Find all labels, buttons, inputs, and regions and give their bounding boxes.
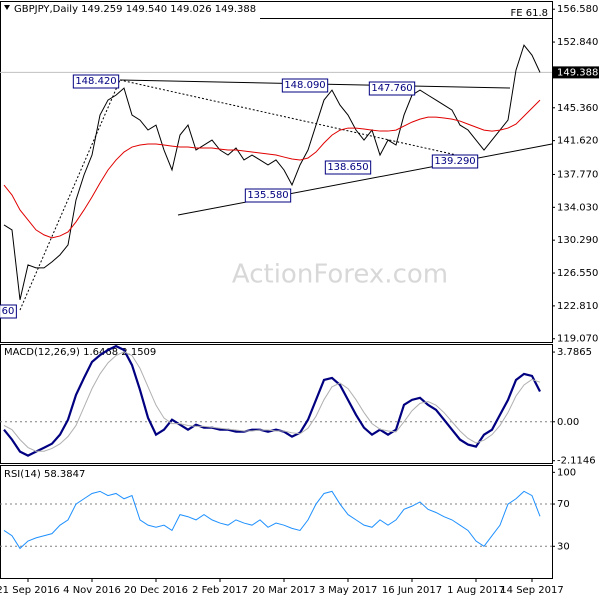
y-tick-label: 137.770 bbox=[557, 169, 598, 180]
trendline bbox=[177, 143, 553, 216]
y-tick-label: 134.030 bbox=[557, 202, 598, 213]
macd-panel bbox=[0, 344, 553, 464]
annotation: 138.650 bbox=[327, 162, 368, 173]
y-tick-label: 152.840 bbox=[557, 37, 598, 48]
macd-title: MACD(12,26,9) 1.6468 2.1509 bbox=[4, 347, 156, 358]
annotation-box bbox=[324, 160, 372, 175]
y-tick-label: 3.7865 bbox=[557, 347, 592, 358]
fib-label: FE 61.8 bbox=[510, 8, 548, 19]
y-tick-label: 145.360 bbox=[557, 103, 598, 114]
last-price-label: 149.388 bbox=[557, 67, 598, 78]
line-series bbox=[3, 99, 541, 239]
annotation: 148.090 bbox=[284, 80, 325, 91]
annotation: 147.760 bbox=[371, 83, 412, 94]
x-tick-label: 20 Dec 2016 bbox=[124, 585, 188, 596]
line-series bbox=[3, 44, 541, 300]
y-tick-label: -2.1146 bbox=[557, 456, 596, 467]
x-tick-label: 21 Sep 2016 bbox=[0, 585, 60, 596]
x-tick-label: 2 Feb 2017 bbox=[192, 585, 248, 596]
watermark: ActionForex.com bbox=[232, 260, 448, 290]
y-tick-label: 100 bbox=[557, 467, 576, 478]
annotation-box bbox=[431, 154, 479, 169]
trendline bbox=[19, 79, 121, 311]
annotation: 60 bbox=[2, 306, 15, 317]
annotation-box bbox=[244, 188, 292, 203]
y-tick-label: 141.620 bbox=[557, 136, 598, 147]
x-tick-label: 1 Aug 2017 bbox=[447, 585, 505, 596]
y-tick-label: 0.00 bbox=[557, 417, 579, 428]
annotation-box bbox=[281, 78, 329, 93]
y-tick-label: 126.550 bbox=[557, 268, 598, 279]
y-tick-label: 130.290 bbox=[557, 235, 598, 246]
y-tick-label: 119.070 bbox=[557, 334, 598, 345]
y-tick-label: 156.580 bbox=[557, 4, 598, 15]
price-title: GBPJPY,Daily 149.259 149.540 149.026 149… bbox=[14, 4, 256, 15]
symbol-icon bbox=[4, 5, 10, 10]
y-tick-label: 122.810 bbox=[557, 301, 598, 312]
y-tick-label: 70 bbox=[557, 499, 570, 510]
line-series bbox=[3, 351, 541, 452]
annotation-box bbox=[0, 304, 17, 319]
annotation: 135.580 bbox=[247, 190, 288, 201]
y-tick-label: 30 bbox=[557, 541, 570, 552]
x-tick-label: 3 May 2017 bbox=[319, 585, 378, 596]
x-tick-label: 4 Nov 2016 bbox=[63, 585, 121, 596]
rsi-panel bbox=[0, 465, 553, 579]
x-tick-label: 16 Jun 2017 bbox=[382, 585, 442, 596]
x-tick-label: 20 Mar 2017 bbox=[252, 585, 315, 596]
annotation-box bbox=[368, 81, 416, 96]
annotation: 139.290 bbox=[434, 156, 475, 167]
last-price-box bbox=[553, 66, 599, 79]
x-tick-label: 14 Sep 2017 bbox=[500, 585, 563, 596]
annotation: 148.420 bbox=[75, 76, 116, 87]
annotation-box bbox=[72, 74, 120, 89]
rsi-title: RSI(14) 58.3847 bbox=[4, 469, 85, 480]
line-series bbox=[3, 490, 541, 550]
price-panel bbox=[0, 1, 553, 343]
